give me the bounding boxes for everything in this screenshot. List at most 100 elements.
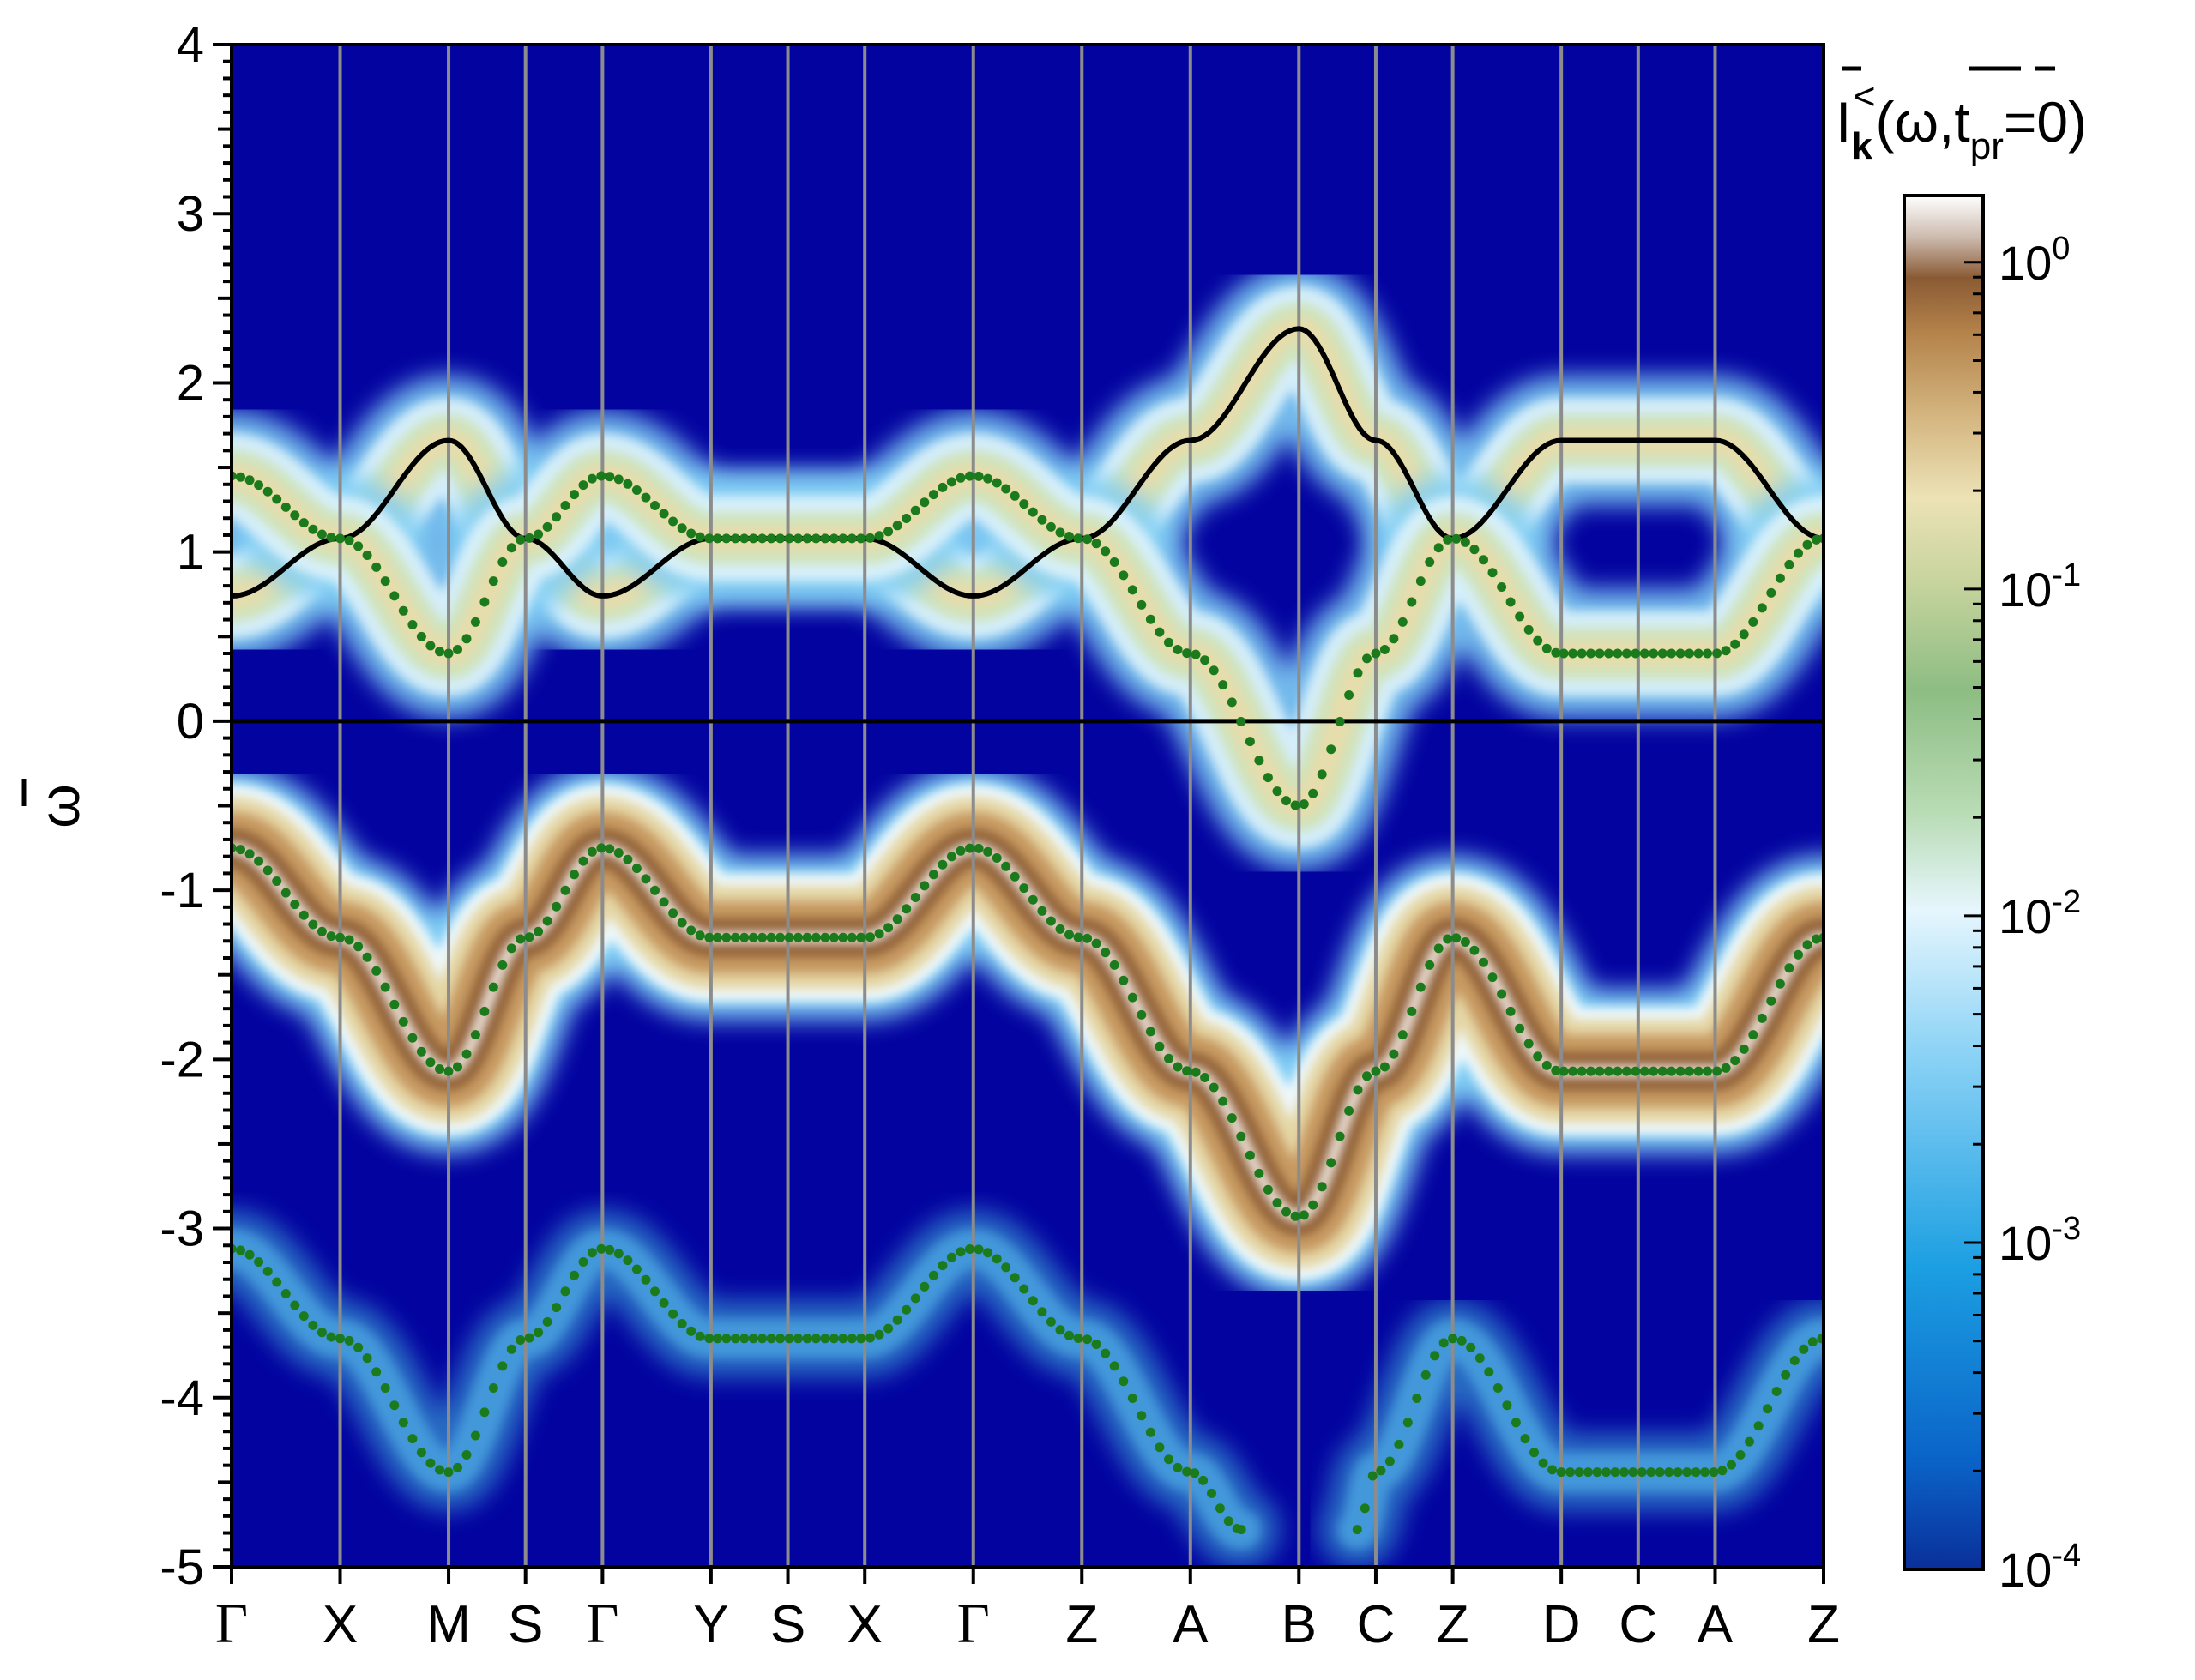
series-2-point — [992, 853, 1002, 863]
colorbar-title-sup: < — [1854, 75, 1876, 117]
series-1-point — [1101, 546, 1111, 557]
series-2-point — [1245, 1150, 1255, 1160]
series-3-point — [335, 1334, 345, 1344]
series-3-point — [641, 1274, 651, 1285]
kpoint-label: Γ — [215, 1593, 248, 1655]
series-4-point — [1430, 1351, 1440, 1361]
series-1-point — [1245, 737, 1255, 747]
series-2-point — [865, 932, 875, 942]
series-3-point — [992, 1254, 1002, 1264]
series-3-point — [730, 1334, 740, 1344]
series-3-point — [838, 1334, 848, 1344]
series-3-point — [570, 1270, 579, 1280]
series-2-point — [928, 870, 938, 880]
series-2-point — [1182, 1066, 1192, 1076]
series-2-point — [1236, 1131, 1246, 1141]
series-3-point — [1101, 1348, 1111, 1358]
series-1-point — [1019, 499, 1029, 509]
series-2-point — [262, 865, 273, 876]
series-1-point — [1433, 543, 1444, 553]
series-2-point — [838, 932, 848, 942]
series-3-point — [659, 1298, 669, 1308]
kpoint-label: D — [1542, 1595, 1581, 1654]
series-1-point — [721, 533, 732, 544]
y-tick-label: -3 — [160, 1201, 204, 1257]
series-3-point — [389, 1400, 400, 1411]
series-1-point — [1227, 697, 1237, 708]
series-2-point — [1443, 934, 1453, 944]
kpoint-label: A — [1698, 1595, 1734, 1654]
series-1-point — [605, 472, 615, 482]
series-1-point — [1784, 559, 1794, 569]
series-2-point — [1577, 1066, 1587, 1076]
series-2-point — [712, 932, 722, 942]
series-3-point — [938, 1261, 948, 1271]
series-4-point — [1360, 1503, 1370, 1514]
series-2-point — [389, 999, 400, 1009]
series-2-point — [623, 854, 633, 864]
series-3-point — [1091, 1340, 1101, 1349]
series-3-point — [1236, 1525, 1246, 1535]
series-1-point — [1748, 617, 1758, 627]
series-2-point — [965, 843, 974, 853]
series-1-point — [435, 647, 444, 657]
y-tick-label: -4 — [160, 1370, 204, 1426]
series-4-point — [1484, 1367, 1494, 1377]
series-1-point — [856, 533, 866, 544]
series-1-point — [802, 533, 812, 544]
series-1-point — [344, 535, 354, 545]
series-2-point — [1397, 1030, 1408, 1040]
series-4-point — [1799, 1344, 1809, 1354]
series-2-point — [1379, 1062, 1390, 1072]
kpoint-label: Y — [693, 1595, 728, 1654]
series-1-point — [1263, 773, 1273, 783]
colorbar-ticks: 100 10-1 10-2 10-3 10-4 — [1964, 231, 2081, 1597]
series-1-point — [650, 501, 660, 510]
series-1-point — [883, 527, 894, 537]
series-1-point — [983, 473, 993, 484]
series-4-point — [1384, 1456, 1395, 1466]
series-2-point — [497, 960, 508, 970]
series-2-point — [1254, 1168, 1264, 1178]
series-2-point — [1362, 1071, 1372, 1081]
series-1-point — [892, 521, 902, 531]
series-4-point — [1753, 1421, 1764, 1431]
series-3-point — [1182, 1466, 1192, 1477]
series-3-point — [946, 1252, 956, 1262]
series-1-point — [811, 533, 821, 544]
series-1-point — [1497, 582, 1507, 592]
series-2-point — [1218, 1096, 1228, 1106]
series-3-point — [326, 1332, 336, 1342]
series-4-point — [1420, 1370, 1431, 1380]
kpoint-label: S — [508, 1595, 543, 1654]
series-2-point — [1263, 1184, 1273, 1195]
series-3-point — [497, 1361, 508, 1371]
series-1-point — [407, 620, 418, 629]
series-3-point — [1145, 1427, 1155, 1437]
series-2-point — [1479, 957, 1488, 967]
series-2-point — [534, 926, 544, 936]
series-1-point — [1693, 648, 1704, 659]
series-3-point — [407, 1434, 418, 1444]
series-1-point — [1191, 649, 1201, 659]
series-2-point — [1101, 948, 1111, 958]
series-3-point — [1207, 1488, 1216, 1498]
kpoint-label: B — [1281, 1595, 1317, 1654]
series-2-point — [1055, 924, 1065, 934]
series-2-point — [1559, 1066, 1569, 1076]
series-3-point — [506, 1344, 516, 1354]
series-2-point — [1137, 1009, 1147, 1020]
series-2-point — [1299, 1210, 1309, 1220]
series-1-point — [1145, 614, 1155, 624]
series-1-point — [1119, 570, 1129, 581]
series-1-point — [712, 533, 722, 544]
series-2-point — [829, 932, 839, 942]
series-2-point — [317, 926, 327, 936]
series-4-point — [1474, 1353, 1485, 1364]
series-3-point — [244, 1249, 255, 1260]
series-3-point — [453, 1462, 462, 1472]
series-1-point — [1523, 624, 1534, 635]
series-2-point — [1721, 1063, 1731, 1073]
series-2-point — [856, 932, 866, 942]
